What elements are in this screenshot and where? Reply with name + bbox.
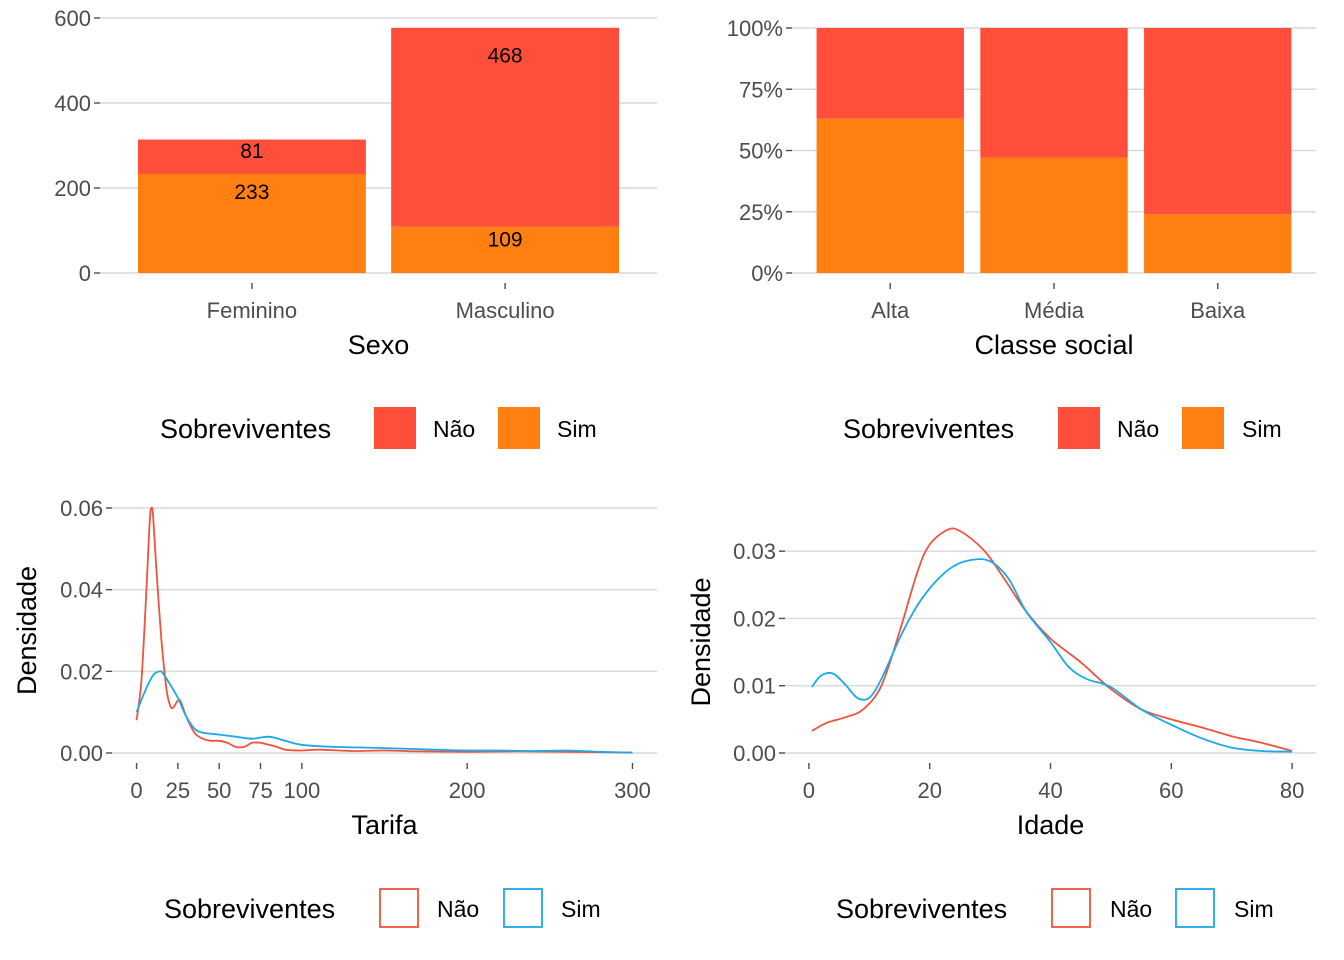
x-tick-label: 200 bbox=[449, 778, 486, 803]
y-tick-label: 0.00 bbox=[60, 741, 103, 766]
bar-sim-media bbox=[980, 157, 1128, 273]
y-tick-label: 0.03 bbox=[733, 539, 776, 564]
x-tick-label: 80 bbox=[1280, 778, 1304, 803]
x-tick-label: 300 bbox=[614, 778, 651, 803]
y-tick-label: 0 bbox=[79, 261, 91, 286]
legend-swatch bbox=[1051, 888, 1091, 928]
legend-label: Sim bbox=[557, 416, 597, 442]
y-tick-label: 400 bbox=[54, 91, 91, 116]
legend-key-sim: Sim bbox=[1182, 407, 1282, 449]
legend-title: Sobreviventes bbox=[160, 414, 331, 444]
x-tick-label: 25 bbox=[166, 778, 190, 803]
legend-label: Sim bbox=[1242, 416, 1282, 442]
x-tick-label: 50 bbox=[207, 778, 231, 803]
classe-social-fill-bar-panel: 0% 25% 50% 75% 100% Alta Média Baixa Classe soci… bbox=[727, 16, 1316, 449]
legend-swatch bbox=[1058, 407, 1100, 449]
legend-label: Não bbox=[433, 416, 475, 442]
x-axis-title: Tarifa bbox=[351, 810, 418, 840]
x-tick-label: 75 bbox=[248, 778, 272, 803]
legend: Sobreviventes Não Sim bbox=[843, 407, 1282, 449]
bar-nao-baixa bbox=[1144, 28, 1292, 215]
idade-density-panel: 0.00 0.01 0.02 0.03 0 20 40 60 80 Idade Densidade S… bbox=[686, 527, 1316, 928]
x-tick-label-baixa: Baixa bbox=[1190, 298, 1246, 323]
x-axis-title: Classe social bbox=[974, 330, 1133, 360]
bar-nao-media bbox=[980, 28, 1128, 158]
x-axis-title: Sexo bbox=[348, 330, 410, 360]
legend-title: Sobreviventes bbox=[164, 894, 335, 924]
y-tick-label: 200 bbox=[54, 176, 91, 201]
legend-key-sim: Sim bbox=[498, 407, 597, 449]
x-tick-label-alta: Alta bbox=[871, 298, 910, 323]
legend-swatch bbox=[379, 888, 419, 928]
legend: Sobreviventes Não Sim bbox=[160, 407, 597, 449]
data-label-sim-feminino: 233 bbox=[234, 181, 269, 204]
bar-nao-feminino bbox=[137, 139, 366, 174]
density-line-nao bbox=[135, 506, 633, 754]
legend-label: Sim bbox=[1234, 896, 1274, 922]
bar-nao-masculino bbox=[391, 27, 620, 227]
x-tick-label-media: Média bbox=[1024, 298, 1085, 323]
legend-key-sim: Sim bbox=[1175, 888, 1274, 928]
legend-label: Sim bbox=[561, 896, 601, 922]
bar-sim-masculino bbox=[391, 226, 620, 273]
legend-swatch bbox=[498, 407, 540, 449]
y-axis-title: Densidade bbox=[12, 566, 42, 695]
legend-title: Sobreviventes bbox=[836, 894, 1007, 924]
y-tick-label: 25% bbox=[739, 200, 783, 225]
x-tick-label: 0 bbox=[130, 778, 142, 803]
y-tick-label: 0.00 bbox=[733, 741, 776, 766]
legend: Sobreviventes Não Sim bbox=[836, 888, 1274, 928]
x-tick-label: 0 bbox=[803, 778, 815, 803]
legend-key-nao: Não bbox=[1051, 888, 1152, 928]
legend-title: Sobreviventes bbox=[843, 414, 1014, 444]
tarifa-density-panel: 0.00 0.02 0.04 0.06 0 25 50 75 100 200 300 Tarifa De… bbox=[12, 496, 657, 928]
data-label-sim-masculino: 109 bbox=[488, 228, 523, 251]
legend-swatch bbox=[1182, 407, 1224, 449]
sexo-stacked-bar-panel: 0 200 400 600 81 233 Feminino 468 109 Masculino Se… bbox=[54, 6, 657, 449]
y-tick-label: 0.02 bbox=[733, 606, 776, 631]
x-tick-label: 60 bbox=[1159, 778, 1183, 803]
y-tick-label: 0.02 bbox=[60, 659, 103, 684]
density-line-nao bbox=[811, 527, 1293, 752]
bar-sim-feminino bbox=[137, 173, 366, 273]
legend-key-nao: Não bbox=[379, 888, 479, 928]
legend: Sobreviventes Não Sim bbox=[164, 888, 601, 928]
bar-nao-alta bbox=[816, 28, 964, 119]
x-tick-label: 40 bbox=[1038, 778, 1062, 803]
y-tick-label: 0.06 bbox=[60, 496, 103, 521]
legend-key-sim: Sim bbox=[503, 888, 601, 928]
y-tick-label: 75% bbox=[739, 77, 783, 102]
y-tick-label: 0% bbox=[751, 261, 783, 286]
x-axis-title: Idade bbox=[1017, 810, 1085, 840]
legend-key-nao: Não bbox=[1058, 407, 1159, 449]
legend-label: Não bbox=[1110, 896, 1152, 922]
x-tick-label: 20 bbox=[917, 778, 941, 803]
x-tick-label-masculino: Masculino bbox=[456, 298, 555, 323]
x-tick-label: 100 bbox=[283, 778, 320, 803]
bar-sim-alta bbox=[816, 118, 964, 274]
legend-swatch bbox=[1175, 888, 1215, 928]
legend-swatch bbox=[374, 407, 416, 449]
data-label-nao-masculino: 468 bbox=[488, 45, 523, 68]
y-tick-label: 50% bbox=[739, 139, 783, 164]
y-tick-label: 0.04 bbox=[60, 578, 103, 603]
y-axis-title: Densidade bbox=[686, 577, 716, 706]
density-line-sim bbox=[811, 558, 1293, 753]
y-tick-label: 600 bbox=[54, 6, 91, 31]
legend-label: Não bbox=[1117, 416, 1159, 442]
y-tick-label: 0.01 bbox=[733, 674, 776, 699]
legend-swatch bbox=[503, 888, 543, 928]
y-tick-label: 100% bbox=[727, 16, 783, 41]
density-line-sim bbox=[135, 670, 633, 754]
legend-key-nao: Não bbox=[374, 407, 475, 449]
data-label-nao-feminino: 81 bbox=[240, 140, 263, 163]
legend-label: Não bbox=[437, 896, 479, 922]
bar-sim-baixa bbox=[1144, 214, 1292, 273]
x-tick-label-feminino: Feminino bbox=[207, 298, 297, 323]
